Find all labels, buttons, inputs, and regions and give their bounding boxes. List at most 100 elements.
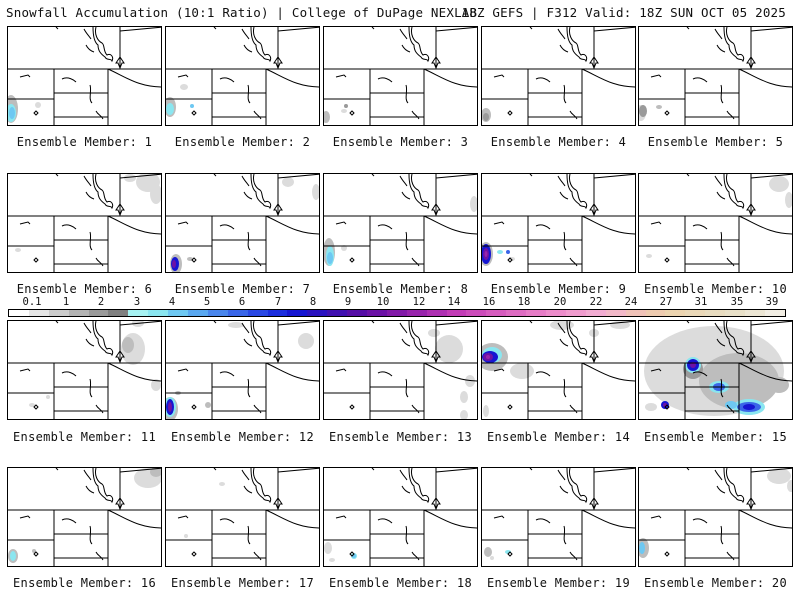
colorbar-swatch xyxy=(227,310,248,316)
ensemble-member-label: Ensemble Member: 11 xyxy=(13,430,156,444)
colorbar-tick-label: 0.1 xyxy=(22,296,42,308)
colorbar-swatch xyxy=(9,310,29,316)
colorbar-tick-label: 27 xyxy=(659,296,673,308)
state-border-map xyxy=(8,174,161,272)
ensemble-map-panel xyxy=(7,320,162,420)
snowfall-area xyxy=(172,260,176,268)
colorbar-swatch xyxy=(128,310,149,316)
snowfall-area xyxy=(510,363,534,379)
colorbar-tick-label: 22 xyxy=(589,296,603,308)
colorbar-swatch xyxy=(526,310,547,316)
snowfall-area xyxy=(484,251,488,257)
snowfall-area xyxy=(769,377,789,393)
state-border-map xyxy=(166,174,319,272)
colorbar-tick-label: 6 xyxy=(238,296,246,308)
colorbar-swatch xyxy=(148,310,169,316)
colorbar-swatch xyxy=(605,310,626,316)
snowfall-area xyxy=(483,405,489,417)
ensemble-member-label: Ensemble Member: 8 xyxy=(332,282,469,296)
snowfall-area xyxy=(324,111,330,123)
state-border-map xyxy=(482,174,635,272)
colorbar-swatch xyxy=(48,310,69,316)
colorbar-swatch xyxy=(565,310,586,316)
state-border-map xyxy=(324,174,477,272)
ensemble-member-label: Ensemble Member: 10 xyxy=(644,282,787,296)
ensemble-map-panel xyxy=(323,467,478,567)
ensemble-map-panel xyxy=(481,320,636,420)
snowfall-area xyxy=(166,103,174,115)
snowfall-area xyxy=(785,192,792,208)
colorbar-swatch xyxy=(28,310,49,316)
colorbar-swatch xyxy=(68,310,89,316)
state-border-map xyxy=(482,321,635,419)
ensemble-map-panel xyxy=(323,173,478,273)
colorbar-swatch xyxy=(367,310,387,316)
map-title: Snowfall Accumulation (10:1 Ratio) | Col… xyxy=(6,5,478,20)
colorbar-swatch xyxy=(506,310,527,316)
colorbar-swatch xyxy=(585,310,606,316)
ensemble-member-label: Ensemble Member: 7 xyxy=(174,282,311,296)
ensemble-member-label: Ensemble Member: 18 xyxy=(329,576,472,590)
snowfall-area xyxy=(180,84,188,90)
state-border-map xyxy=(639,468,792,566)
ensemble-map-panel xyxy=(638,467,793,567)
colorbar-swatch xyxy=(188,310,208,316)
colorbar-tick-label: 35 xyxy=(730,296,744,308)
colorbar-swatch xyxy=(446,310,467,316)
snowfall-area xyxy=(428,329,440,337)
ensemble-map-panel xyxy=(7,467,162,567)
snowfall-area xyxy=(550,321,574,330)
ensemble-map-panel xyxy=(165,320,320,420)
snowfall-area xyxy=(151,379,161,391)
colorbar-tick-label: 9 xyxy=(344,296,352,308)
state-border-map xyxy=(482,468,635,566)
colorbar-tick-label: 5 xyxy=(203,296,211,308)
colorbar-swatch xyxy=(426,310,447,316)
snowfall-area xyxy=(645,403,657,411)
colorbar-swatch xyxy=(645,310,666,316)
ensemble-member-label: Ensemble Member: 6 xyxy=(16,282,153,296)
snowfall-area xyxy=(228,322,244,328)
colorbar-swatch xyxy=(307,310,328,316)
ensemble-map-panel xyxy=(638,320,793,420)
snowfall-area xyxy=(312,184,319,200)
ensemble-map-panel xyxy=(7,26,162,126)
colorbar-swatch xyxy=(725,310,745,316)
snowfall-area xyxy=(132,321,144,327)
snowfall-area xyxy=(497,250,503,254)
snowfall-area xyxy=(769,176,789,192)
snowfall-area xyxy=(725,401,737,409)
snowfall-area xyxy=(46,395,50,399)
colorbar-tick-label: 10 xyxy=(376,296,390,308)
colorbar-tick-label: 14 xyxy=(447,296,461,308)
ensemble-member-label: Ensemble Member: 20 xyxy=(644,576,787,590)
snowfall-area xyxy=(282,177,294,187)
ensemble-map-panel xyxy=(481,26,636,126)
snowfall-area xyxy=(483,113,489,121)
ensemble-member-label: Ensemble Member: 19 xyxy=(487,576,630,590)
snowfall-area xyxy=(150,184,161,204)
colorbar-tick-label: 8 xyxy=(309,296,317,308)
ensemble-member-label: Ensemble Member: 9 xyxy=(490,282,627,296)
colorbar-tick-label: 31 xyxy=(694,296,708,308)
colorbar-swatch xyxy=(705,310,726,316)
colorbar-swatch xyxy=(267,310,288,316)
model-run-valid-time: 18Z GEFS | F312 Valid: 18Z SUN OCT 05 20… xyxy=(461,5,786,20)
snowfall-area xyxy=(324,542,332,554)
state-border-map xyxy=(639,321,792,419)
ensemble-member-label: Ensemble Member: 14 xyxy=(487,430,630,444)
ensemble-member-label: Ensemble Member: 3 xyxy=(332,135,469,149)
ensemble-map-panel xyxy=(165,173,320,273)
snowfall-area xyxy=(327,252,333,264)
state-border-map xyxy=(8,27,161,125)
state-border-map xyxy=(482,27,635,125)
snowfall-area xyxy=(29,403,35,407)
snowfall-area xyxy=(124,174,136,182)
snowfall-area xyxy=(787,480,792,492)
snowfall-colorbar xyxy=(8,309,786,317)
snowfall-area xyxy=(219,482,225,486)
ensemble-member-label: Ensemble Member: 15 xyxy=(644,430,787,444)
ensemble-member-label: Ensemble Member: 13 xyxy=(329,430,472,444)
ensemble-member-label: Ensemble Member: 1 xyxy=(16,135,153,149)
snowfall-area xyxy=(168,402,172,412)
